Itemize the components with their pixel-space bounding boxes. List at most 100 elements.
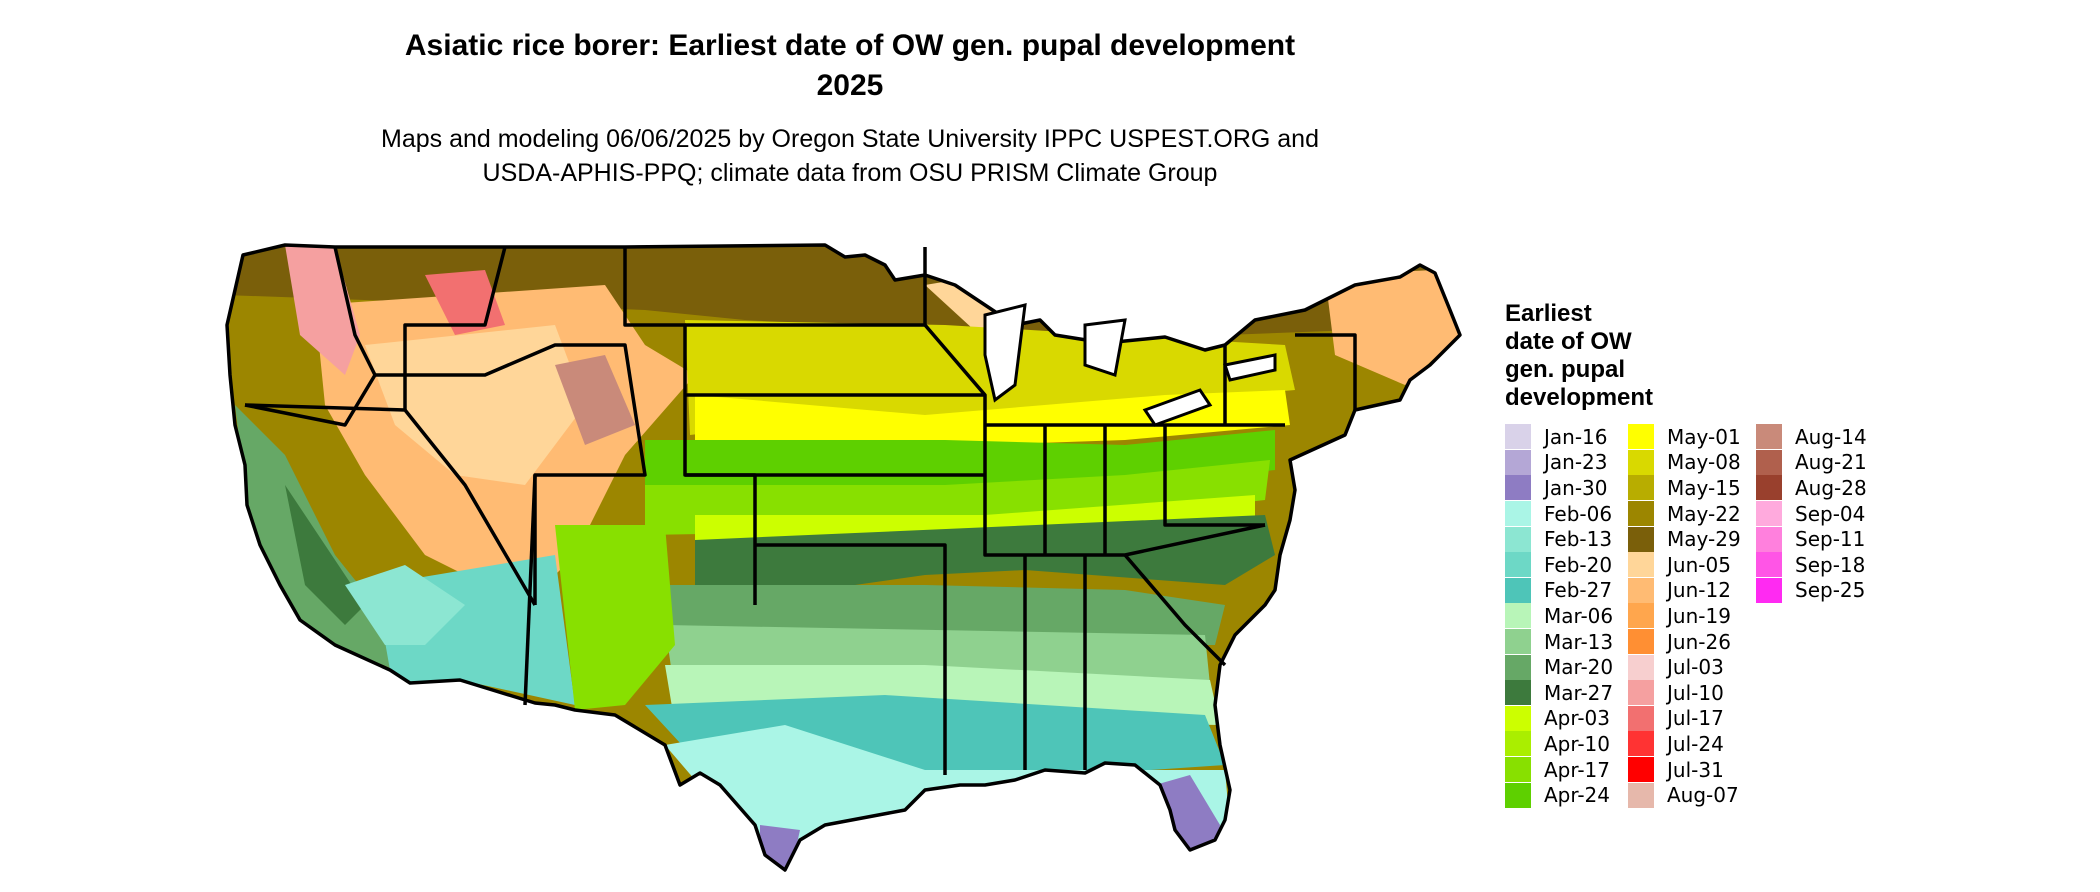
legend-swatch — [1628, 603, 1654, 629]
legend-label: Jul-17 — [1667, 706, 1724, 731]
legend-swatch — [1756, 475, 1782, 501]
legend-item: Feb-06 — [1505, 501, 1613, 527]
legend-swatch — [1756, 424, 1782, 450]
legend-swatch — [1628, 424, 1654, 450]
legend-label: Apr-17 — [1544, 757, 1610, 782]
legend-swatch — [1628, 731, 1654, 757]
legend-label: Jun-05 — [1667, 552, 1731, 577]
legend-swatch — [1628, 552, 1654, 578]
legend-label: Sep-18 — [1795, 552, 1866, 577]
legend-item: May-01 — [1628, 424, 1741, 450]
lake-erie — [1142, 388, 1213, 427]
legend-item: Jun-26 — [1628, 629, 1741, 655]
border-mo-tn — [923, 323, 1266, 557]
band-jun-05 — [365, 325, 585, 485]
legend-label: Feb-20 — [1544, 552, 1613, 577]
legend-title-line: Earliest — [1505, 300, 1592, 327]
legend-item: Jun-12 — [1628, 577, 1741, 604]
legend-swatch — [1505, 475, 1531, 501]
legend-item: Jul-24 — [1628, 731, 1741, 757]
legend-label: Apr-03 — [1544, 706, 1610, 731]
legend-item: Sep-25 — [1756, 577, 1867, 604]
map-title: Asiatic rice borer: Earliest date of OW … — [404, 29, 1296, 62]
legend-label: Jan-23 — [1544, 450, 1608, 475]
border-or-ca-nv — [244, 403, 537, 606]
legend-column-2: May-01 May-08 May-15 May-22 May-29 Jun-05 Jun-… — [1628, 424, 1741, 808]
legend-swatch — [1505, 680, 1531, 706]
border-new-england — [1295, 333, 1357, 410]
legend-label: Aug-28 — [1795, 475, 1867, 500]
legend-swatch — [1505, 629, 1531, 655]
legend-label: Jul-03 — [1667, 655, 1724, 680]
legend-item: Jul-31 — [1628, 757, 1741, 783]
legend-label: Sep-11 — [1795, 527, 1866, 552]
legend-label: Jul-24 — [1667, 731, 1724, 756]
legend-label: Aug-14 — [1795, 424, 1867, 449]
legend-title-line: date of OW — [1505, 328, 1632, 355]
band-feb-13-southwest — [345, 565, 465, 645]
legend-title-line: development — [1505, 384, 1654, 411]
border-ga-sc — [1123, 553, 1227, 667]
legend-swatch — [1505, 603, 1531, 629]
border-wv-va — [1163, 425, 1265, 527]
phenology-bands — [227, 245, 1460, 870]
border-plains-west — [623, 247, 757, 605]
legend-swatch — [1756, 526, 1782, 552]
legend-item: May-15 — [1628, 475, 1741, 501]
legend-swatch — [1756, 552, 1782, 578]
legend-label: May-22 — [1667, 501, 1741, 526]
legend-swatch — [1628, 654, 1654, 680]
legend-item: Jun-19 — [1628, 603, 1741, 629]
legend-swatch — [1628, 705, 1654, 731]
legend-item: Apr-10 — [1505, 731, 1613, 757]
lake-michigan — [983, 303, 1027, 403]
legend-item: Jul-03 — [1628, 654, 1741, 680]
state-boundaries — [225, 243, 1462, 872]
border-id-mt — [403, 246, 507, 410]
legend-label: Aug-07 — [1667, 783, 1739, 808]
legend-swatch — [1505, 757, 1531, 783]
legend-label: Jan-16 — [1544, 424, 1608, 449]
legend-label: Jun-19 — [1667, 603, 1731, 628]
legend-item: Mar-20 — [1505, 654, 1613, 680]
legend-item: Sep-18 — [1756, 552, 1867, 578]
legend-swatch — [1628, 577, 1654, 603]
legend-item: Jul-10 — [1628, 680, 1741, 706]
band-apr-17-newmexico — [555, 525, 675, 710]
legend-item: Aug-07 — [1628, 782, 1741, 808]
legend-column-1: Jan-16 Jan-23 Jan-30 Feb-06 Feb-13 Feb-20 Feb-… — [1505, 424, 1613, 808]
map-subtitle-line2: USDA-APHIS-PPQ; climate data from OSU PR… — [482, 159, 1218, 187]
legend-item: May-22 — [1628, 501, 1741, 527]
map-title-year: 2025 — [816, 69, 884, 102]
legend-swatch — [1756, 577, 1782, 603]
legend-item: Jan-16 — [1505, 424, 1613, 450]
legend-label: Mar-06 — [1544, 603, 1614, 628]
legend-swatch — [1505, 501, 1531, 527]
band-jun-12-maine — [1325, 270, 1460, 385]
legend-swatch — [1628, 449, 1654, 475]
legend-swatch — [1628, 680, 1654, 706]
legend-swatch — [1505, 449, 1531, 475]
legend-item: May-08 — [1628, 449, 1741, 476]
legend-item: Sep-11 — [1756, 526, 1867, 552]
legend-swatch — [1628, 629, 1654, 655]
legend-title: Earliest date of OW gen. pupal developme… — [1505, 300, 1653, 412]
band-jan-30-florida — [1155, 775, 1220, 865]
us-phenology-map — [225, 243, 1462, 872]
legend-swatch — [1756, 449, 1782, 475]
legend-item: Mar-06 — [1505, 603, 1613, 629]
band-may-01 — [695, 390, 1290, 455]
legend-label: Feb-27 — [1544, 578, 1613, 603]
band-aug-14 — [555, 355, 635, 445]
legend-item: Aug-21 — [1756, 449, 1867, 476]
legend-swatch — [1628, 782, 1654, 808]
band-mar-27-california — [285, 485, 365, 625]
legend-item: Mar-13 — [1505, 629, 1613, 655]
legend-item: Mar-27 — [1505, 680, 1613, 706]
legend-label: Apr-10 — [1544, 731, 1610, 756]
legend-label: Feb-06 — [1544, 501, 1613, 526]
legend-swatch — [1505, 577, 1531, 603]
legend-label: Feb-13 — [1544, 527, 1613, 552]
legend-label: Jun-12 — [1667, 578, 1731, 603]
legend-swatch — [1756, 501, 1782, 527]
